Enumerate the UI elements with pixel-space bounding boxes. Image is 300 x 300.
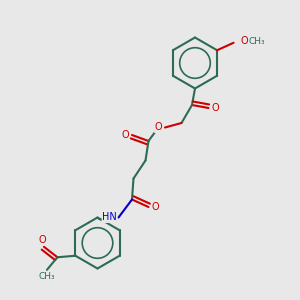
- Text: O: O: [211, 103, 219, 113]
- Text: O: O: [240, 36, 248, 46]
- Text: O: O: [154, 122, 162, 133]
- Text: O: O: [39, 235, 46, 245]
- Text: CH₃: CH₃: [249, 37, 265, 46]
- Text: O: O: [151, 202, 159, 212]
- Text: CH₃: CH₃: [39, 272, 55, 281]
- Text: O: O: [122, 130, 129, 140]
- Text: HN: HN: [102, 212, 117, 223]
